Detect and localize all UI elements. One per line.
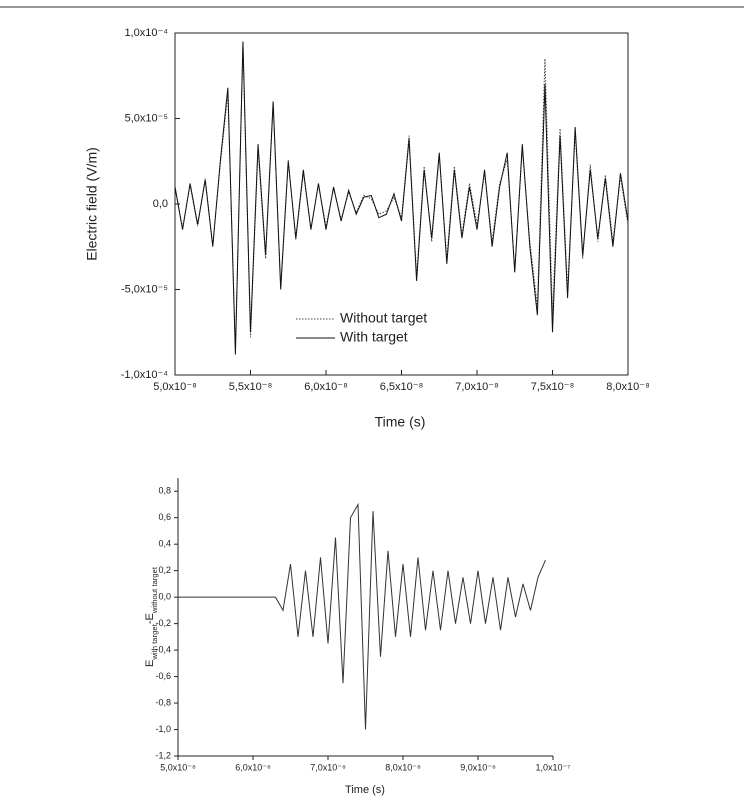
y-tick-label: 1,0x10⁻⁴ — [124, 27, 168, 39]
y-tick-label: -0,4 — [155, 644, 171, 654]
y-label-part: -E — [144, 613, 156, 624]
chart: 5,0x10⁻⁸ 6,0x10⁻⁸ 7,0x10⁻⁸ 8,0x10⁻⁸ 9,0x10⁻⁸… — [144, 478, 571, 796]
legend-label: Without target — [340, 310, 427, 326]
y-label-part: E — [144, 660, 156, 667]
data-line — [178, 502, 546, 730]
y-tick-label: -1,0x10⁻⁴ — [121, 369, 168, 381]
y-label-part: with target — [150, 623, 159, 660]
x-tick-label: 5,0x10⁻⁸ — [160, 762, 196, 772]
x-axis-label: Time (s) — [375, 414, 426, 430]
x-tick-label: 1,0x10⁻⁷ — [535, 762, 570, 772]
y-tick-label: 0,8 — [158, 486, 171, 496]
y-tick-label: -1,0 — [155, 724, 171, 734]
x-tick-label: 6,0x10⁻⁸ — [304, 381, 347, 393]
y-tick-label: -0,2 — [155, 618, 171, 628]
x-tick-label: 9,0x10⁻⁸ — [460, 762, 496, 772]
y-axis-label: Ewith target-Ewithout target — [144, 566, 159, 667]
x-tick-label: 5,0x10⁻⁸ — [153, 381, 196, 393]
x-tick-label: 8,0x10⁻⁸ — [385, 762, 421, 772]
y-tick-label: 0,6 — [158, 512, 171, 522]
x-tick-label: 5,5x10⁻⁸ — [229, 381, 272, 393]
x-tick-label: 8,0x10⁻⁸ — [606, 381, 649, 393]
y-tick-label: 0,4 — [158, 539, 171, 549]
x-tick-label: 7,0x10⁻⁸ — [455, 381, 498, 393]
data-line — [174, 41, 629, 355]
y-tick-label: -1,2 — [155, 750, 171, 760]
chart: 5,0x10⁻⁸ 5,5x10⁻⁸ 6,0x10⁻⁸ 6,5x10⁻⁸ 7,0x10⁻⁸… — [84, 27, 650, 430]
legend-label: With target — [340, 329, 408, 345]
y-tick-label: -0,6 — [155, 671, 171, 681]
x-tick-label: 7,5x10⁻⁸ — [531, 381, 574, 393]
y-tick-label: 0,2 — [158, 565, 171, 575]
y-tick-label: 0,0 — [153, 198, 168, 210]
x-tick-label: 6,0x10⁻⁸ — [235, 762, 271, 772]
y-axis-label: Electric field (V/m) — [84, 147, 100, 261]
y-tick-label: 5,0x10⁻⁵ — [125, 112, 168, 124]
y-tick-label: -5,0x10⁻⁵ — [121, 283, 168, 295]
y-label-part: without target — [150, 566, 159, 614]
x-axis-label: Time (s) — [345, 784, 385, 796]
data-line — [174, 44, 629, 350]
x-tick-label: 6,5x10⁻⁸ — [380, 381, 423, 393]
y-tick-label: 0,0 — [158, 592, 171, 602]
x-tick-label: 7,0x10⁻⁸ — [310, 762, 346, 772]
y-tick-label: -0,8 — [155, 697, 171, 707]
